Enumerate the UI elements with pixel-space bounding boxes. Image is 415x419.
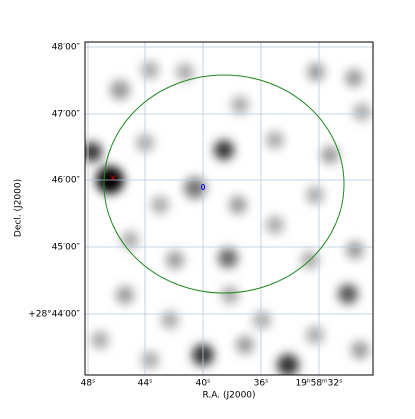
y-tick-label: 45′00″ [52,243,81,253]
y-tick-label: +28°44′00″ [28,310,80,320]
image-background [85,42,373,375]
x-tick-label: 44ˢ [138,379,153,389]
y-axis-label: Decl. (J2000) [14,179,24,237]
y-tick-label: 46′00″ [52,176,81,186]
sky-image [85,61,371,375]
coordinate-grid [85,42,373,375]
position-marker [201,184,205,190]
plot-frame [84,41,374,376]
y-tick-labels: 48′00″ 47′00″ 46′00″ 45′00″ +28°44′00″ [28,43,80,320]
x-tick-label: 36ˢ [254,379,269,389]
x-tick-label: 40ˢ [196,379,211,389]
y-tick-label: 47′00″ [52,110,81,120]
target-circle [103,74,345,294]
source-marker: × [109,174,117,184]
x-tick-labels: 48ˢ 44ˢ 40ˢ 36ˢ 19ʰ58ᵐ32ˢ [81,379,343,389]
x-tick-label: 19ʰ58ᵐ32ˢ [296,379,343,389]
y-tick-label: 48′00″ [52,43,81,53]
x-tick-label: 48ˢ [81,379,96,389]
x-axis-label: R.A. (J2000) [202,391,255,401]
